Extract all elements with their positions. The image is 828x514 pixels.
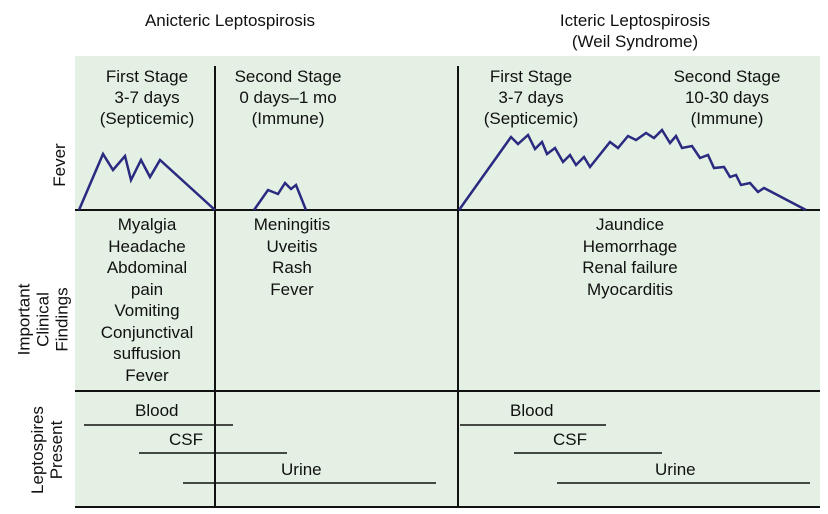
lep-label-icteric-csf: CSF	[553, 430, 587, 449]
row-label-line: Important	[14, 283, 34, 356]
lep-label-icteric-urine: Urine	[655, 460, 696, 479]
stage-name: First Stage	[489, 67, 573, 86]
finding-item: Hemorrhage	[582, 236, 678, 256]
row-label-findings: Important Clinical Findings	[15, 270, 72, 370]
fever-curve-icteric	[457, 127, 807, 212]
row-label-line: Clinical	[33, 292, 53, 347]
finding-item: Meningitis	[253, 215, 331, 234]
row-label-line: Findings	[52, 287, 72, 352]
stage-duration: 3-7 days	[498, 88, 564, 107]
stage-name: Second Stage	[673, 67, 781, 86]
icteric-title-line2: (Weil Syndrome)	[571, 32, 699, 51]
finding-item: Rash	[272, 258, 312, 277]
row-label-leptospires: Leptospires Present	[28, 395, 66, 505]
stage-icteric-first: First Stage 3-7 days (Septicemic)	[468, 66, 594, 129]
fever-curve-anicteric-second	[252, 181, 308, 211]
stage-duration: 3-7 days	[114, 88, 180, 107]
anicteric-title: Anicteric Leptospirosis	[144, 11, 316, 30]
finding-item: suffusion	[113, 344, 181, 363]
row-label-line: Leptospires	[28, 406, 47, 494]
finding-item: Fever	[270, 279, 314, 299]
findings-anicteric-second: Meningitis Uveitis Rash Fever	[232, 214, 352, 300]
lep-label-anicteric-csf: CSF	[169, 430, 203, 449]
finding-item: Myalgia	[117, 215, 177, 234]
icteric-title-line1: Icteric Leptospirosis	[559, 11, 711, 30]
diagram-panel	[75, 56, 820, 506]
stage-phase: (Septicemic)	[99, 109, 195, 128]
finding-item: Vomiting	[114, 301, 180, 320]
stage-anicteric-first: First Stage 3-7 days (Septicemic)	[80, 66, 214, 129]
stage-icteric-second: Second Stage 10-30 days (Immune)	[662, 66, 792, 129]
stage-phase: (Immune)	[690, 109, 764, 128]
findings-icteric: Jaundice Hemorrhage Renal failure Myocar…	[560, 214, 700, 300]
finding-item: Jaundice	[595, 215, 665, 234]
finding-item: Renal failure	[582, 258, 678, 277]
lep-label-anicteric-urine: Urine	[281, 460, 322, 479]
finding-item: Headache	[108, 236, 186, 256]
stage-name: Second Stage	[234, 67, 342, 86]
finding-item: Abdominal	[106, 258, 188, 277]
stage-duration: 0 days–1 mo	[239, 88, 337, 107]
stage-name: First Stage	[105, 67, 189, 86]
findings-anicteric-first: Myalgia Headache Abdominal pain Vomiting…	[80, 214, 214, 386]
row-label-line: Present	[47, 420, 66, 480]
icteric-title: Icteric Leptospirosis (Weil Syndrome)	[520, 10, 750, 52]
lep-label-icteric-blood: Blood	[510, 401, 554, 420]
finding-item: Conjunctival	[100, 322, 194, 342]
stage-phase: (Immune)	[251, 109, 325, 128]
stage-phase: (Septicemic)	[483, 109, 579, 128]
stage-anicteric-second: Second Stage 0 days–1 mo (Immune)	[222, 66, 354, 129]
stage-duration: 10-30 days	[684, 88, 770, 107]
finding-item: Fever	[125, 365, 169, 385]
row-label-fever: Fever	[50, 143, 69, 187]
lep-label-anicteric-blood: Blood	[135, 401, 179, 420]
finding-item: Uveitis	[266, 236, 318, 256]
fever-curve-anicteric-first	[77, 151, 216, 211]
finding-item: pain	[130, 279, 164, 299]
finding-item: Myocarditis	[587, 279, 673, 299]
